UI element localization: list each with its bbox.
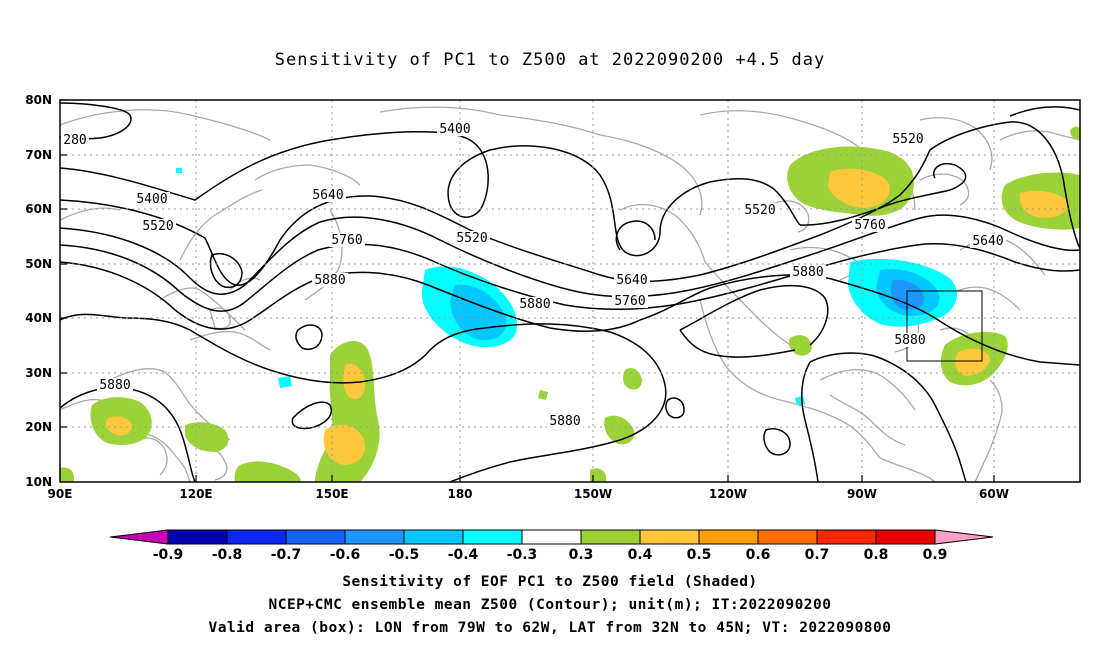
colorbar-label: 0.9 [923, 547, 948, 563]
contour-label: 5760 [614, 294, 645, 309]
contour-label: 5880 [99, 378, 130, 393]
lat-label-60n: 60N [25, 202, 52, 216]
colorbar: -0.9 -0.8 -0.7 -0.6 -0.5 -0.4 -0.3 0.3 0.4 0.5 0.6… [109, 529, 994, 563]
contour-label-bg [310, 188, 346, 202]
colorbar-swatch [167, 529, 228, 545]
contour-label-bg [892, 333, 928, 347]
colorbar-swatch [521, 529, 582, 545]
lon-label-150w: 150W [574, 487, 612, 501]
contour-label-bg [790, 265, 826, 279]
contour-label: 5640 [616, 273, 647, 288]
colorbar-label: 0.7 [805, 547, 830, 563]
lat-axis-labels: 80N 70N 60N 50N 40N 30N 20N 10N [25, 93, 52, 489]
lat-label-50n: 50N [25, 257, 52, 271]
graticule [60, 100, 1080, 482]
colorbar-swatch [875, 529, 936, 545]
chart-title: Sensitivity of PC1 to Z500 at 2022090200… [274, 50, 826, 70]
colorbar-label: -0.4 [448, 547, 479, 563]
contour-label: 5640 [312, 188, 343, 203]
lon-axis-labels: 90E 120E 150E 180 150W 120W 90W 60W [48, 487, 1009, 501]
colorbar-label: -0.9 [153, 547, 184, 563]
caption-line-2: NCEP+CMC ensemble mean Z500 (Contour); u… [268, 597, 832, 613]
contour-label-bg [140, 219, 176, 233]
lat-label-10n: 10N [25, 475, 52, 489]
colorbar-swatch [816, 529, 877, 545]
contour-label: 280 [63, 133, 86, 148]
valid-area-box [906, 290, 983, 362]
colorbar-swatch [580, 529, 641, 545]
contour-label-bg [61, 133, 89, 147]
lon-label-120e: 120E [179, 487, 212, 501]
contour-label-bg [547, 414, 583, 428]
contour-label-bg [614, 273, 650, 287]
lon-label-90e: 90E [48, 487, 73, 501]
colorbar-swatch [285, 529, 346, 545]
sensitivity-shading [60, 126, 1080, 482]
colorbar-label: 0.4 [628, 547, 653, 563]
contour-label-bg [134, 192, 170, 206]
contour-label-bg [454, 231, 490, 245]
contour-label-bg [852, 218, 888, 232]
colorbar-left-arrow [109, 529, 169, 545]
contour-label-bg [97, 378, 133, 392]
lon-label-150e: 150E [315, 487, 348, 501]
colorbar-swatch [698, 529, 759, 545]
colorbar-swatch [639, 529, 700, 545]
contour-label-bg [890, 132, 926, 146]
axis-ticks [60, 99, 995, 482]
colorbar-label: -0.8 [212, 547, 243, 563]
contour-label: 5880 [314, 273, 345, 288]
contour-label: 5760 [331, 233, 362, 248]
lat-label-30n: 30N [25, 366, 52, 380]
lon-label-120w: 120W [709, 487, 747, 501]
contour-label: 5880 [519, 297, 550, 312]
contour-label-bg [970, 234, 1006, 248]
contour-label-bg [437, 122, 473, 136]
contour-labels: 5400 5400 5520 5640 5760 5880 5520 5880 5640 5760… [61, 122, 1006, 429]
colorbar-label: 0.5 [687, 547, 712, 563]
lon-label-90w: 90W [847, 487, 877, 501]
colorbar-swatch [403, 529, 464, 545]
contour-label: 5880 [549, 414, 580, 429]
lon-label-180: 180 [447, 487, 472, 501]
lat-label-70n: 70N [25, 148, 52, 162]
colorbar-swatch [462, 529, 523, 545]
contour-label-bg [612, 294, 648, 308]
caption-line-3: Valid area (box): LON from 79W to 62W, L… [208, 620, 892, 636]
contour-label: 5640 [972, 234, 1003, 249]
colorbar-swatch [757, 529, 818, 545]
colorbar-label: 0.8 [864, 547, 889, 563]
contour-label-bg [329, 233, 365, 247]
contour-label: 5520 [744, 203, 775, 218]
contour-label-bg [312, 273, 348, 287]
colorbar-label: -0.5 [389, 547, 420, 563]
contour-label-bg [742, 203, 778, 217]
contour-label: 5520 [892, 132, 923, 147]
map-frame [59, 99, 1081, 483]
contour-label: 5880 [792, 265, 823, 280]
contour-label: 5400 [439, 122, 470, 137]
colorbar-swatch [344, 529, 405, 545]
colorbar-swatch [226, 529, 287, 545]
contour-label: 5520 [142, 219, 173, 234]
colorbar-label: -0.6 [330, 547, 361, 563]
lat-label-40n: 40N [25, 311, 52, 325]
colorbar-label: -0.3 [507, 547, 538, 563]
contour-label: 5880 [894, 333, 925, 348]
colorbar-label: 0.3 [569, 547, 594, 563]
contour-label: 5760 [854, 218, 885, 233]
contour-label: 5520 [456, 231, 487, 246]
lat-label-80n: 80N [25, 93, 52, 107]
contour-label-bg [517, 297, 553, 311]
colorbar-label: -0.7 [271, 547, 302, 563]
colorbar-right-arrow [934, 529, 994, 545]
caption-line-1: Sensitivity of EOF PC1 to Z500 field (Sh… [342, 574, 758, 590]
lon-label-60w: 60W [979, 487, 1009, 501]
contour-label: 5400 [136, 192, 167, 207]
lat-label-20n: 20N [25, 420, 52, 434]
colorbar-label: 0.6 [746, 547, 771, 563]
